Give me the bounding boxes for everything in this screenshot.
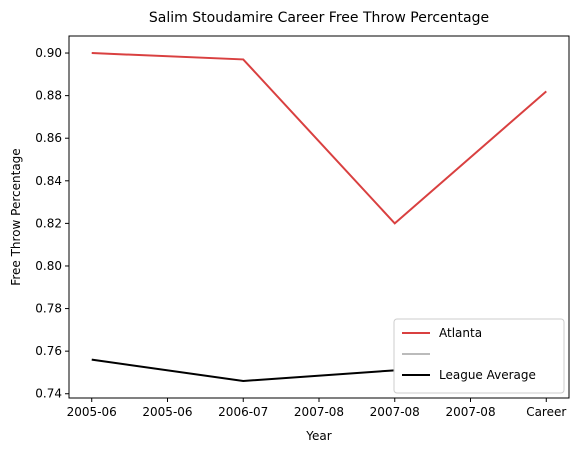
x-tick-label: Career [526,405,566,419]
y-tick-label: 0.86 [35,131,62,145]
x-tick-label: 2005-06 [142,405,192,419]
chart-title: Salim Stoudamire Career Free Throw Perce… [149,10,489,26]
y-tick-label: 0.80 [35,259,62,273]
series-line-league-average [91,358,395,382]
y-tick-label: 0.78 [35,302,62,316]
x-tick-label: 2007-08 [445,405,495,419]
series-line-atlanta [91,52,547,225]
x-axis-label: Year [305,429,331,443]
legend-label: League Average [439,368,536,382]
y-axis-label: Free Throw Percentage [9,148,23,285]
y-tick-label: 0.88 [35,89,62,103]
x-tick-label: 2005-06 [67,405,117,419]
legend-label: Atlanta [439,326,482,340]
legend: Atlanta League Average [393,318,565,394]
x-tick-label: 2006-07 [218,405,268,419]
y-tick-label: 0.76 [35,344,62,358]
y-tick-label: 0.74 [35,387,62,401]
x-tick-label: 2007-08 [294,405,344,419]
legend-box [393,318,565,394]
y-tick-label: 0.90 [35,46,62,60]
x-tick-label: 2007-08 [370,405,420,419]
y-tick-label: 0.84 [35,174,62,188]
y-tick-label: 0.82 [35,216,62,230]
